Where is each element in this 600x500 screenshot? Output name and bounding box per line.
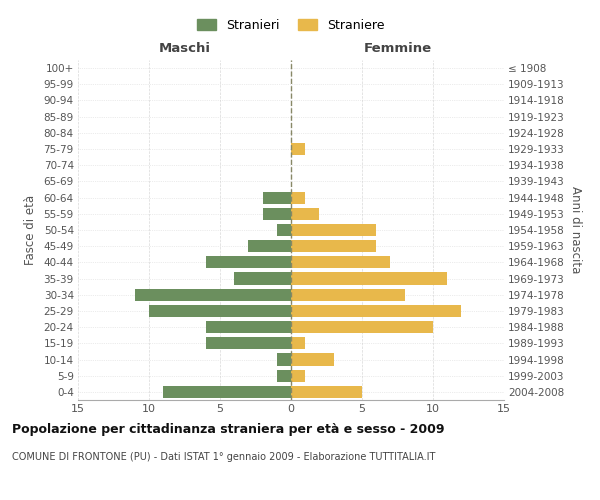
Bar [291, 386, 362, 398]
Bar [291, 240, 376, 252]
Bar [263, 192, 291, 203]
Y-axis label: Anni di nascita: Anni di nascita [569, 186, 581, 274]
Bar [206, 321, 291, 333]
Bar [163, 386, 291, 398]
Text: Maschi: Maschi [158, 42, 211, 55]
Text: Popolazione per cittadinanza straniera per età e sesso - 2009: Popolazione per cittadinanza straniera p… [12, 422, 445, 436]
Bar [291, 370, 305, 382]
Bar [291, 143, 305, 155]
Text: COMUNE DI FRONTONE (PU) - Dati ISTAT 1° gennaio 2009 - Elaborazione TUTTITALIA.I: COMUNE DI FRONTONE (PU) - Dati ISTAT 1° … [12, 452, 436, 462]
Bar [135, 288, 291, 301]
Bar [291, 338, 305, 349]
Bar [291, 305, 461, 317]
Y-axis label: Fasce di età: Fasce di età [23, 195, 37, 265]
Bar [149, 305, 291, 317]
Bar [291, 272, 447, 284]
Bar [291, 321, 433, 333]
Bar [291, 354, 334, 366]
Bar [248, 240, 291, 252]
Bar [277, 370, 291, 382]
Bar [206, 338, 291, 349]
Bar [291, 224, 376, 236]
Bar [206, 256, 291, 268]
Text: Femmine: Femmine [364, 42, 431, 55]
Bar [234, 272, 291, 284]
Bar [277, 354, 291, 366]
Bar [291, 256, 391, 268]
Bar [263, 208, 291, 220]
Bar [277, 224, 291, 236]
Legend: Stranieri, Straniere: Stranieri, Straniere [197, 18, 385, 32]
Bar [291, 192, 305, 203]
Bar [291, 288, 404, 301]
Bar [291, 208, 319, 220]
